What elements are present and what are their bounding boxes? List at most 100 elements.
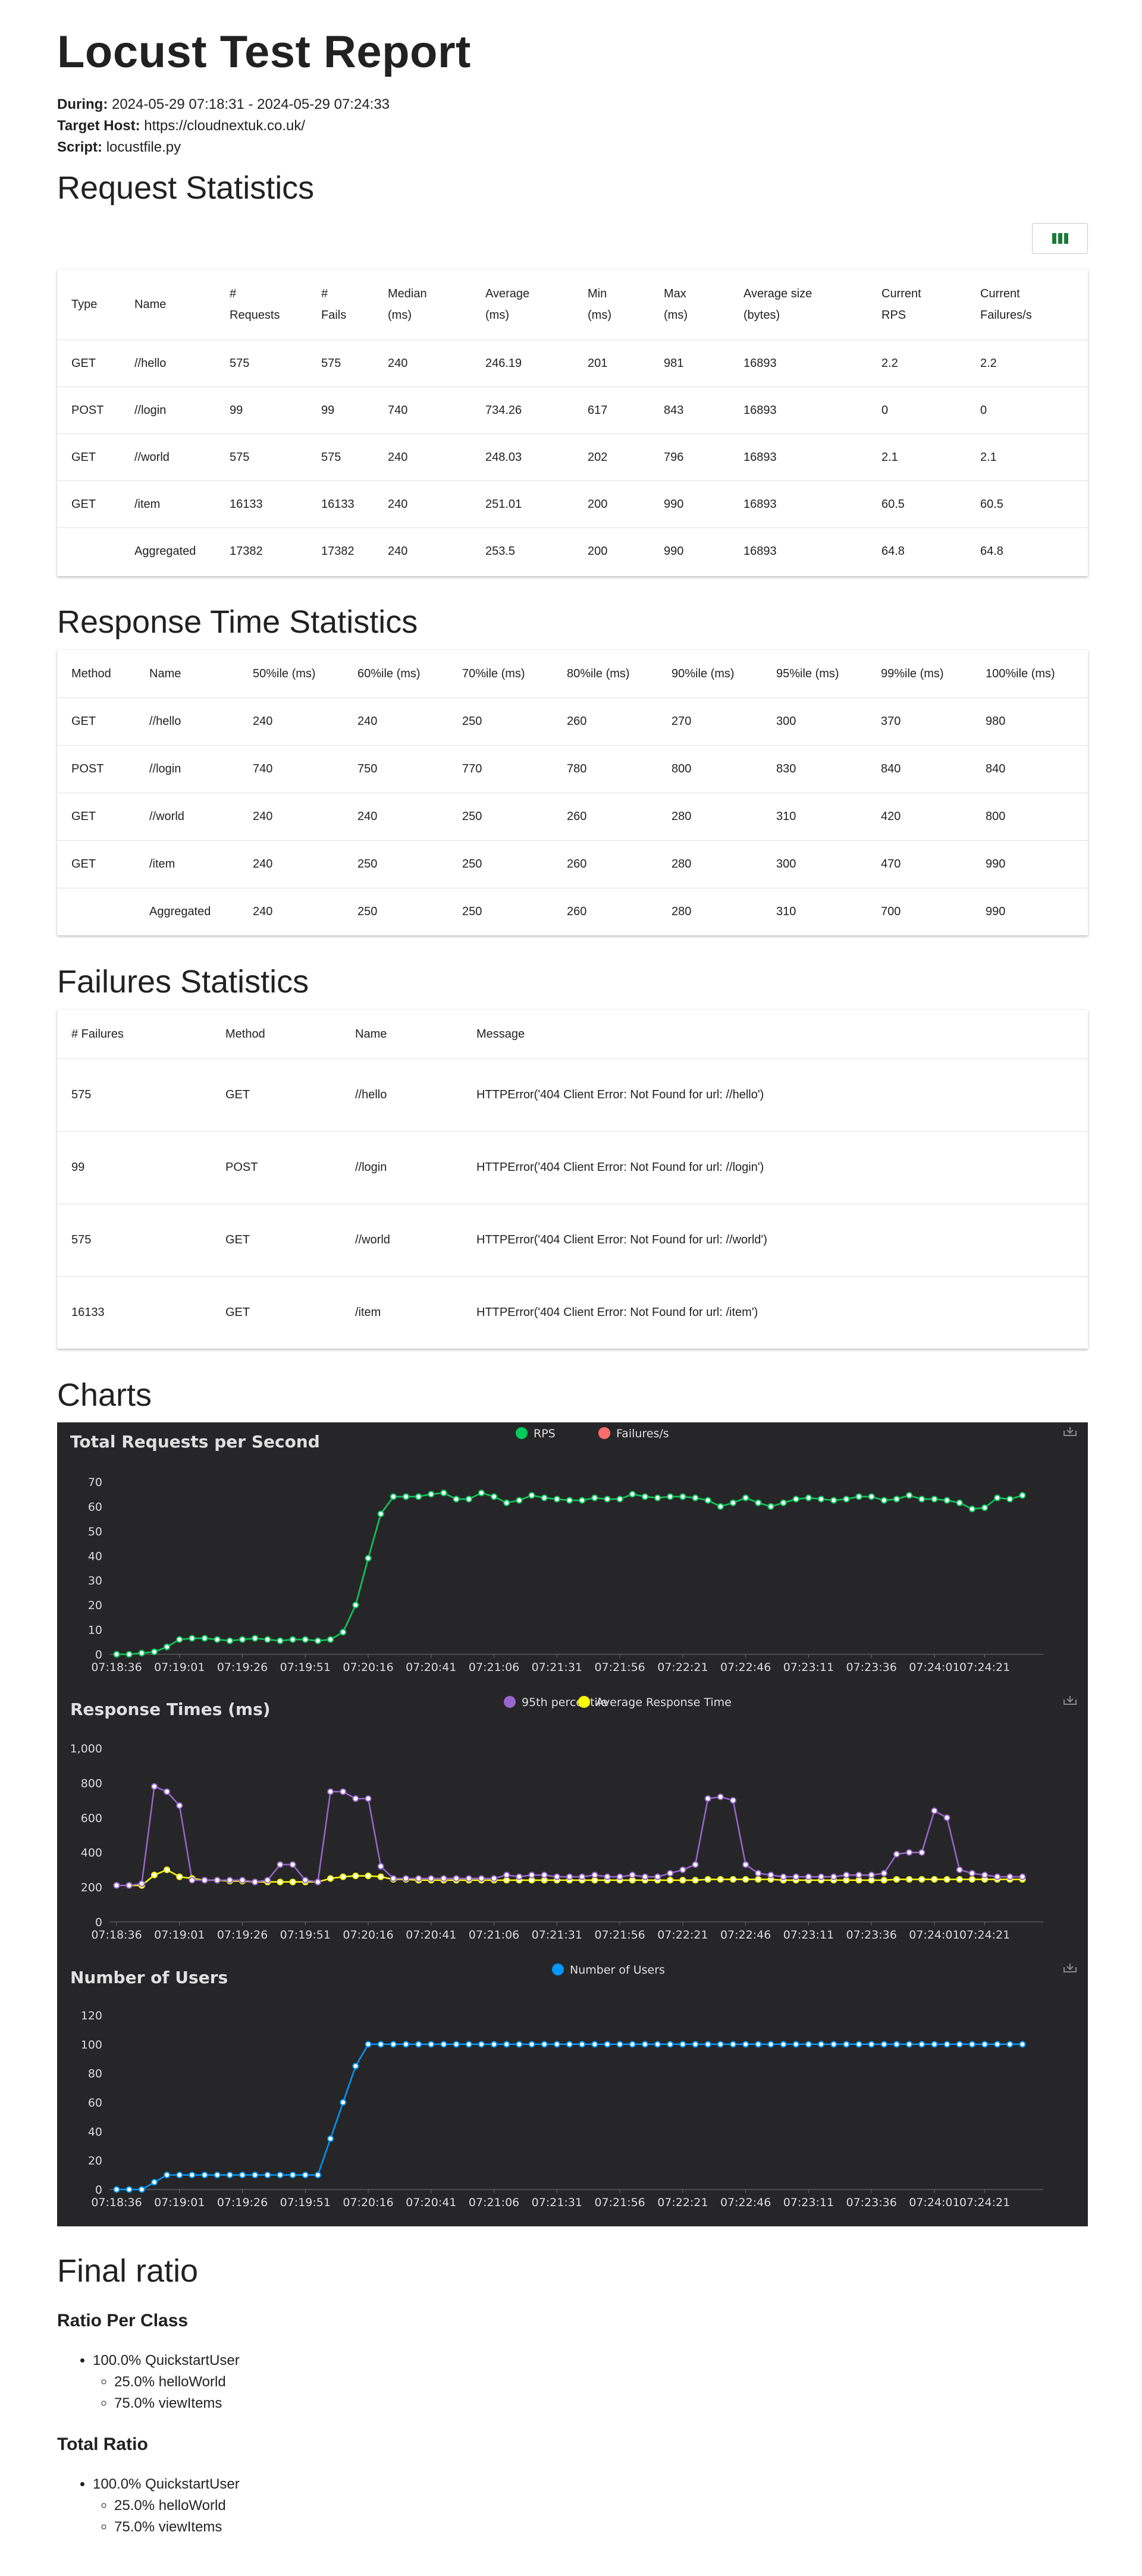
data-point xyxy=(302,2172,309,2179)
column-header[interactable]: # Fails xyxy=(307,269,374,340)
x-tick-label: 07:22:46 xyxy=(720,1928,771,1942)
data-point xyxy=(377,1863,384,1870)
data-point xyxy=(1006,1873,1014,1880)
data-point xyxy=(150,1783,158,1790)
data-point xyxy=(641,1493,648,1500)
x-tick-label: 07:19:26 xyxy=(217,1661,268,1674)
table-header-row: # Failures Method Name Message xyxy=(57,1010,1088,1059)
table-cell: 240 xyxy=(253,905,273,919)
data-point xyxy=(503,1871,510,1878)
data-point xyxy=(893,1496,900,1503)
data-point xyxy=(981,1504,989,1511)
data-point xyxy=(440,1490,447,1497)
download-icon[interactable] xyxy=(1063,1427,1077,1436)
column-header[interactable]: Average size (bytes) xyxy=(729,269,867,340)
x-tick-label: 07:20:16 xyxy=(343,1928,393,1942)
table-cell: 980 xyxy=(971,698,1088,746)
data-point xyxy=(226,2172,233,2179)
data-point xyxy=(956,2041,963,2048)
data-point xyxy=(1019,2041,1026,2048)
table-cell: 16893 xyxy=(729,480,867,528)
column-header[interactable]: Median (ms) xyxy=(374,269,471,340)
column-header[interactable]: Current RPS xyxy=(867,269,966,340)
table-cell: 575 xyxy=(57,1058,211,1132)
table-row: POST//login 740 750 770 780 800 830 840 840 xyxy=(57,745,1088,793)
column-header[interactable]: # Requests xyxy=(215,269,307,340)
table-cell xyxy=(57,888,135,935)
column-header[interactable]: Average (ms) xyxy=(471,269,573,340)
table-row: GET//world 575 575 240 248.03 202 796 16893 2.1 2… xyxy=(57,433,1088,481)
series-line xyxy=(117,1492,1023,1655)
data-point xyxy=(252,1635,259,1642)
data-point xyxy=(994,1873,1001,1880)
column-header[interactable]: Min (ms) xyxy=(573,269,650,340)
data-point xyxy=(692,1494,699,1501)
task-list: 25.0% helloWorld 75.0% viewItems xyxy=(93,2495,240,2538)
data-point xyxy=(352,1873,359,1880)
column-header[interactable]: Max (ms) xyxy=(650,269,729,340)
download-icon[interactable] xyxy=(1063,1696,1077,1705)
data-point xyxy=(289,2172,296,2179)
download-icon[interactable] xyxy=(1063,1964,1077,1972)
data-point xyxy=(679,2041,686,2048)
x-tick-label: 07:22:21 xyxy=(657,1661,708,1674)
data-point xyxy=(428,2041,435,2048)
data-point xyxy=(755,2041,762,2048)
data-point xyxy=(943,1814,950,1821)
table-cell: GET xyxy=(225,1306,250,1320)
data-point xyxy=(1019,1492,1026,1499)
table-row: Aggregated 240 250 250 260 280 310 700 990 xyxy=(57,888,1088,935)
data-point xyxy=(855,2041,862,2048)
data-point xyxy=(1006,2041,1014,2048)
x-tick-label: 07:19:51 xyxy=(280,1661,331,1674)
data-point xyxy=(176,1873,183,1880)
data-point xyxy=(704,1876,711,1883)
table-cell: 800 xyxy=(971,793,1088,841)
task-item: 75.0% viewItems xyxy=(114,2393,240,2414)
data-point xyxy=(667,1493,674,1500)
data-point xyxy=(616,2041,623,2048)
column-selector-button[interactable] xyxy=(1032,223,1088,254)
table-cell: 202 xyxy=(573,433,650,481)
data-point xyxy=(918,2041,925,2048)
table-cell: 280 xyxy=(657,793,762,841)
data-point xyxy=(465,1496,472,1503)
data-point xyxy=(239,2172,246,2179)
table-cell: Aggregated xyxy=(149,905,211,919)
data-point xyxy=(239,1636,246,1643)
column-header[interactable]: Type xyxy=(57,269,120,340)
table-cell: 260 xyxy=(567,905,587,919)
data-point xyxy=(792,2041,799,2048)
data-point xyxy=(365,2041,372,2048)
data-point xyxy=(893,1851,900,1858)
script-value: locustfile.py xyxy=(106,139,181,155)
data-point xyxy=(277,2172,284,2179)
data-point xyxy=(516,2041,523,2048)
column-header: Name xyxy=(135,650,239,698)
table-cell: 840 xyxy=(867,745,971,793)
data-point xyxy=(868,2041,875,2048)
request-stats-heading: Request Statistics xyxy=(57,170,315,206)
data-point xyxy=(478,2041,485,2048)
column-header[interactable]: Current Failures/s xyxy=(966,269,1088,340)
column-header-label: (ms) xyxy=(388,308,412,322)
data-point xyxy=(843,2041,850,2048)
column-header: Message xyxy=(462,1010,1088,1059)
data-point xyxy=(629,1877,636,1884)
table-cell: 240 xyxy=(388,544,408,558)
data-point xyxy=(591,1877,598,1884)
data-point xyxy=(252,2172,259,2179)
data-point xyxy=(201,1877,208,1884)
column-header[interactable]: Name xyxy=(120,269,215,340)
data-point xyxy=(591,2041,598,2048)
data-point xyxy=(113,2186,120,2193)
data-point xyxy=(818,1873,825,1880)
x-tick-label: 07:19:01 xyxy=(154,1661,205,1674)
data-point xyxy=(943,1497,950,1504)
column-header-label: (ms) xyxy=(588,308,611,322)
data-point xyxy=(327,2135,334,2143)
table-cell xyxy=(57,527,120,574)
data-point xyxy=(629,1491,636,1498)
table-cell: HTTPError('404 Client Error: Not Found f… xyxy=(462,1058,1088,1132)
response-stats-table: Method Name 50%ile (ms) 60%ile (ms) 70%ile (… xyxy=(57,650,1088,935)
